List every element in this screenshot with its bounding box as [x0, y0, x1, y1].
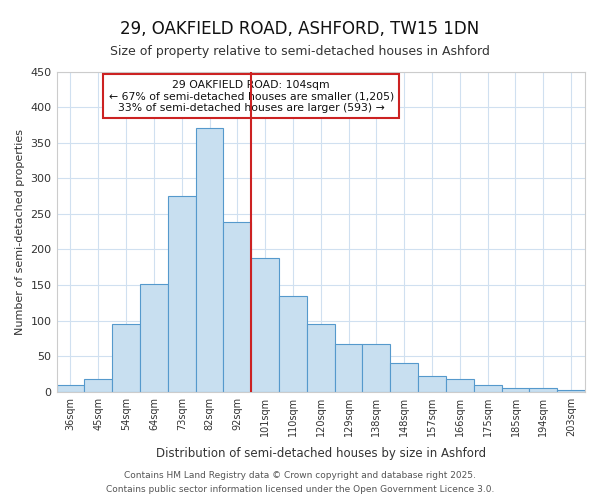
Text: Contains HM Land Registry data © Crown copyright and database right 2025.
Contai: Contains HM Land Registry data © Crown c… [106, 472, 494, 494]
Bar [362, 344, 391, 392]
Bar [168, 196, 196, 392]
Text: 29 OAKFIELD ROAD: 104sqm
← 67% of semi-detached houses are smaller (1,205)
33% o: 29 OAKFIELD ROAD: 104sqm ← 67% of semi-d… [109, 80, 394, 112]
X-axis label: Distribution of semi-detached houses by size in Ashford: Distribution of semi-detached houses by … [156, 447, 486, 460]
Bar [140, 284, 168, 392]
Bar [391, 363, 418, 392]
Bar [223, 222, 251, 392]
Bar [85, 379, 112, 392]
Bar [112, 324, 140, 392]
Bar [335, 344, 362, 392]
Bar [529, 388, 557, 392]
Text: Size of property relative to semi-detached houses in Ashford: Size of property relative to semi-detach… [110, 45, 490, 58]
Bar [279, 296, 307, 392]
Bar [474, 384, 502, 392]
Bar [502, 388, 529, 392]
Bar [251, 258, 279, 392]
Bar [418, 376, 446, 392]
Bar [56, 384, 85, 392]
Bar [557, 390, 585, 392]
Bar [307, 324, 335, 392]
Y-axis label: Number of semi-detached properties: Number of semi-detached properties [15, 128, 25, 334]
Text: 29, OAKFIELD ROAD, ASHFORD, TW15 1DN: 29, OAKFIELD ROAD, ASHFORD, TW15 1DN [121, 20, 479, 38]
Bar [446, 379, 474, 392]
Bar [196, 128, 223, 392]
